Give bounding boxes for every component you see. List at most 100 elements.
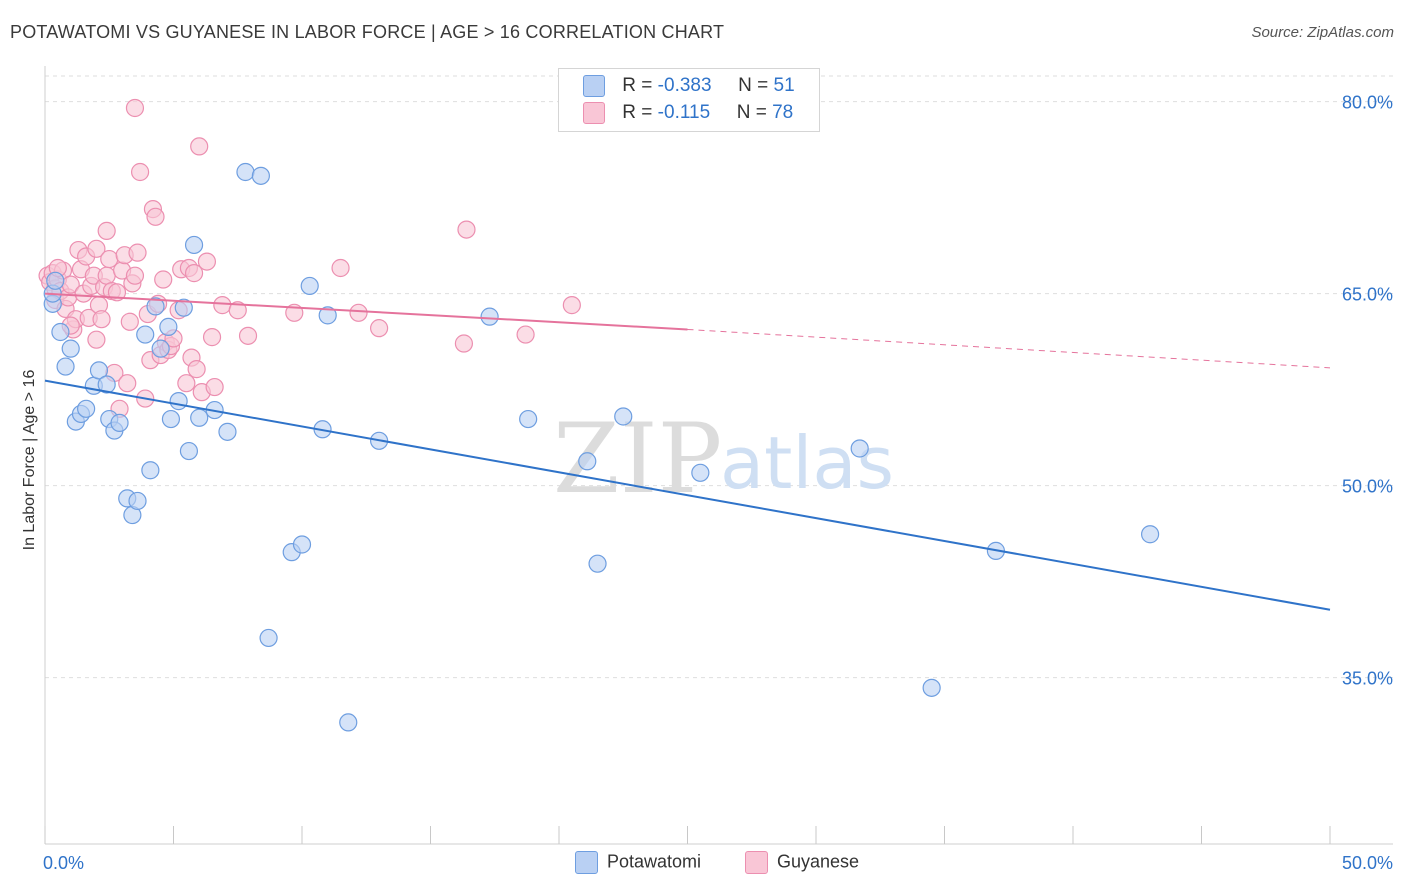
guyanese-n-value: 78 xyxy=(772,102,794,124)
potawatomi-point xyxy=(146,297,165,316)
potawatomi-point xyxy=(614,407,633,426)
guyanese-point xyxy=(130,162,150,182)
guyanese-point xyxy=(205,377,224,397)
potawatomi-point xyxy=(161,409,181,429)
y-tick-label: 50.0% xyxy=(1342,477,1393,497)
potawatomi-point xyxy=(259,628,278,648)
guyanese-point xyxy=(331,258,350,278)
source-label: Source: ZipAtlas.com xyxy=(1251,24,1394,41)
potawatomi-point xyxy=(318,306,337,325)
potawatomi-point xyxy=(184,235,204,255)
potawatomi-n-value: 51 xyxy=(773,75,795,97)
n-label: N = xyxy=(738,75,769,97)
potawatomi-point xyxy=(136,325,155,344)
potawatomi-point xyxy=(251,166,270,185)
axis-labels: 35.0% 50.0% 65.0% 80.0% 0.0% 50.0% In Labor Fo… xyxy=(21,93,1393,873)
bottom-legend-guyanese: Guyanese xyxy=(745,851,859,874)
bottom-legend-potawatomi: Potawatomi xyxy=(575,851,701,874)
y-axis-title: In Labor Force | Age > 16 xyxy=(21,370,38,551)
x-tick-label-max: 50.0% xyxy=(1342,853,1393,873)
potawatomi-point xyxy=(77,399,96,418)
chart-title: POTAWATOMI VS GUYANESE IN LABOR FORCE | … xyxy=(10,22,725,42)
y-tick-label: 80.0% xyxy=(1342,93,1393,113)
guyanese-point xyxy=(97,266,116,285)
n-label: N = xyxy=(736,102,767,124)
trend-lines xyxy=(44,292,1331,611)
potawatomi-point xyxy=(339,713,358,732)
potawatomi-point xyxy=(46,271,65,290)
potawatomi-point xyxy=(97,375,116,394)
guyanese-point xyxy=(92,310,111,329)
potawatomi-point xyxy=(51,322,70,342)
potawatomi-trend-line xyxy=(44,379,1331,611)
guyanese-legend-label: Guyanese xyxy=(777,851,860,872)
guyanese-point xyxy=(177,374,196,393)
guyanese-point xyxy=(125,98,145,118)
guyanese-point xyxy=(128,243,147,262)
y-tick-label: 35.0% xyxy=(1342,669,1393,689)
guyanese-point xyxy=(154,270,173,289)
guyanese-point xyxy=(118,374,137,393)
potawatomi-point xyxy=(578,452,597,471)
potawatomi-point xyxy=(691,463,710,482)
guyanese-point xyxy=(238,326,258,345)
potawatomi-point xyxy=(151,339,170,358)
guyanese-point xyxy=(190,137,209,156)
data-points xyxy=(38,98,1160,732)
guyanese-point xyxy=(125,266,145,285)
potawatomi-point xyxy=(141,461,160,480)
potawatomi-point xyxy=(110,413,129,432)
x-tick-label-min: 0.0% xyxy=(43,853,84,873)
guyanese-point xyxy=(97,221,116,240)
potawatomi-point xyxy=(588,554,607,573)
potawatomi-point xyxy=(169,392,188,411)
guyanese-point xyxy=(213,296,232,315)
potawatomi-point xyxy=(292,535,312,554)
guyanese-point xyxy=(370,319,389,338)
potawatomi-legend-label: Potawatomi xyxy=(607,851,702,872)
potawatomi-point xyxy=(850,439,869,458)
axes xyxy=(44,66,1393,845)
guyanese-point xyxy=(349,303,368,322)
guyanese-point xyxy=(146,207,165,226)
potawatomi-point xyxy=(300,276,319,296)
potawatomi-point xyxy=(480,307,499,326)
potawatomi-point xyxy=(128,491,147,511)
guyanese-point xyxy=(120,312,139,331)
guyanese-point xyxy=(87,330,106,349)
legend-row-guyanese: R = -0.115 N = 78 xyxy=(583,102,793,128)
guyanese-point xyxy=(516,325,535,344)
guyanese-point xyxy=(197,252,217,271)
guyanese-point xyxy=(562,296,581,315)
guyanese-trend-line xyxy=(44,292,688,331)
potawatomi-point xyxy=(159,317,178,336)
legend-row-potawatomi: R = -0.383 N = 51 xyxy=(583,75,795,101)
watermark-zip: ZIP xyxy=(553,403,722,515)
guyanese-trend-extension xyxy=(687,328,1331,369)
y-tick-label: 65.0% xyxy=(1342,285,1393,305)
potawatomi-point xyxy=(179,441,199,461)
potawatomi-point xyxy=(1140,525,1160,544)
stats-legend: R = -0.383 N = 51 R = -0.115 N = 78 xyxy=(558,68,820,132)
r-label: R = xyxy=(622,102,653,124)
guyanese-point xyxy=(187,360,206,379)
potawatomi-point xyxy=(174,298,193,317)
potawatomi-point xyxy=(56,357,75,376)
potawatomi-point xyxy=(61,339,80,358)
guyanese-legend-swatch xyxy=(745,851,768,874)
guyanese-swatch xyxy=(583,102,605,124)
guyanese-r-value: -0.115 xyxy=(657,102,711,124)
potawatomi-point xyxy=(236,162,255,182)
guyanese-point xyxy=(202,328,222,347)
potawatomi-point xyxy=(89,361,109,380)
guyanese-point xyxy=(457,220,476,239)
guyanese-point xyxy=(228,301,247,320)
watermark-atlas: atlas xyxy=(720,421,894,505)
potawatomi-r-value: -0.383 xyxy=(657,75,712,97)
potawatomi-point xyxy=(218,422,237,441)
guyanese-point xyxy=(454,334,474,353)
guyanese-point xyxy=(184,264,204,283)
potawatomi-legend-swatch xyxy=(575,851,598,874)
guyanese-point xyxy=(87,239,106,258)
